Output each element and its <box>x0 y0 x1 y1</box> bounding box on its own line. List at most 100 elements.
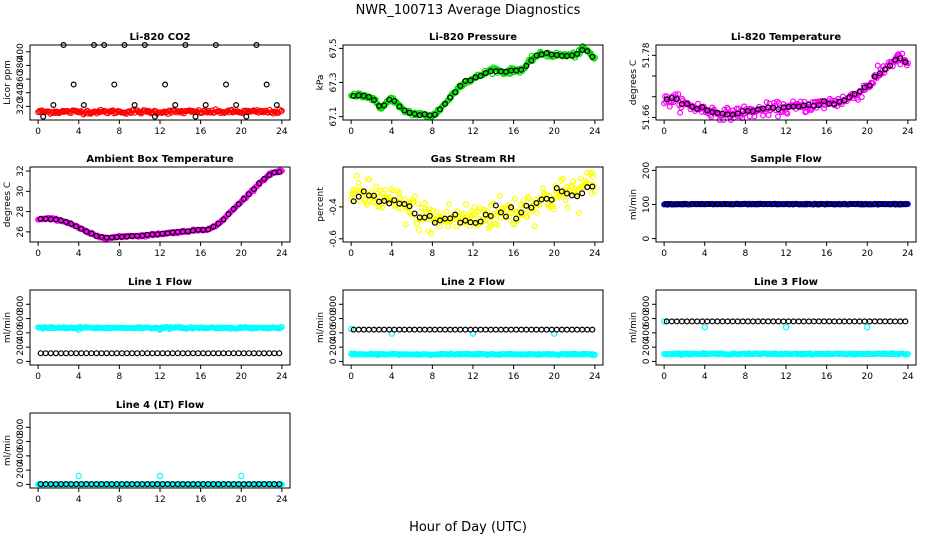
x-tick-label: 4 <box>702 249 708 259</box>
avg-point <box>145 351 150 356</box>
avg-point <box>695 319 700 324</box>
avg-point <box>48 351 53 356</box>
bg-point <box>776 114 781 119</box>
avg-point <box>669 319 674 324</box>
avg-point <box>679 319 684 324</box>
bg-point <box>859 95 864 100</box>
panel-3: Ambient Box Temperature0 4 8 12 16 20 24262830… <box>3 154 290 259</box>
bg-point <box>403 222 408 227</box>
y-tick-label: 0 <box>329 358 339 364</box>
bg-outlier <box>702 325 707 330</box>
avg-point <box>781 319 786 324</box>
bg-point <box>766 113 771 118</box>
avg-point <box>827 319 832 324</box>
avg-point <box>458 327 463 332</box>
x-tick-label: 0 <box>348 249 354 259</box>
avg-point <box>519 327 524 332</box>
y-tick-label: 51.66 <box>642 104 652 130</box>
x-tick-label: 0 <box>661 249 667 259</box>
avg-point <box>236 351 241 356</box>
avg-point <box>51 103 56 108</box>
panel-7: Line 2 Flow0 4 8 12 16 20 240200400600800ml/mi… <box>316 277 603 382</box>
x-tick-label: 8 <box>117 249 123 259</box>
avg-point <box>857 319 862 324</box>
y-tick-label: 0 <box>642 235 652 241</box>
x-tick-label: 12 <box>154 249 165 259</box>
avg-point <box>193 114 198 119</box>
y-axis-label: degrees C <box>3 182 13 227</box>
x-tick-label: 0 <box>661 372 667 382</box>
avg-point <box>231 351 236 356</box>
x-tick-label: 20 <box>862 249 874 259</box>
panel-4: Gas Stream RH0 4 8 12 16 20 24-0.6-0.4percent <box>316 154 603 259</box>
avg-point <box>817 319 822 324</box>
avg-point <box>514 327 519 332</box>
bg-point <box>416 201 421 206</box>
y-axis-label: ml/min <box>3 435 13 466</box>
x-tick-label: 0 <box>35 372 41 382</box>
avg-point <box>89 351 94 356</box>
avg-point <box>377 327 382 332</box>
x-tick-label: 8 <box>430 127 436 137</box>
y-axis-label: Licor ppm <box>3 60 13 105</box>
avg-point <box>59 351 64 356</box>
bg-point <box>437 224 442 229</box>
avg-point <box>685 319 690 324</box>
bg-point <box>565 205 570 210</box>
x-tick-label: 8 <box>743 372 749 382</box>
x-tick-label: 12 <box>780 249 791 259</box>
avg-point <box>539 327 544 332</box>
avg-point <box>878 319 883 324</box>
avg-point <box>140 351 145 356</box>
avg-point <box>201 351 206 356</box>
bg-point <box>413 194 418 199</box>
x-tick-label: 12 <box>467 127 478 137</box>
avg-point <box>700 319 705 324</box>
panel-title: Line 3 Flow <box>754 277 818 288</box>
avg-point <box>832 319 837 324</box>
x-tick-label: 8 <box>117 372 123 382</box>
panel-title: Li-820 CO2 <box>129 32 190 43</box>
x-tick-label: 4 <box>76 127 82 137</box>
bg-point <box>447 202 452 207</box>
avg-point <box>43 351 48 356</box>
avg-point <box>114 351 119 356</box>
x-tick-label: 4 <box>389 249 395 259</box>
avg-point <box>132 103 137 108</box>
panel-title: Gas Stream RH <box>431 154 516 165</box>
avg-point <box>493 327 498 332</box>
panel-1: Li-820 Pressure0 4 8 12 16 20 2467.167.367.5kP… <box>316 32 603 137</box>
avg-point <box>534 327 539 332</box>
x-tick-label: 0 <box>661 127 667 137</box>
x-tick-label: 4 <box>76 495 82 505</box>
x-tick-label: 24 <box>276 495 288 505</box>
avg-point <box>786 319 791 324</box>
avg-point <box>888 319 893 324</box>
x-tick-label: 8 <box>117 495 123 505</box>
avg-point <box>509 327 514 332</box>
x-tick-label: 20 <box>236 495 248 505</box>
bg-point <box>374 184 379 189</box>
x-tick-label: 4 <box>702 372 708 382</box>
x-tick-label: 12 <box>154 495 165 505</box>
avg-point <box>524 327 529 332</box>
panel-title: Line 4 (LT) Flow <box>116 400 204 411</box>
avg-point <box>872 319 877 324</box>
avg-point <box>104 351 109 356</box>
y-axis-label: ml/min <box>316 312 326 343</box>
panel-title: Line 1 Flow <box>128 277 192 288</box>
avg-point <box>165 351 170 356</box>
panel-title: Li-820 Temperature <box>731 32 841 43</box>
avg-point <box>262 351 267 356</box>
avg-point <box>468 327 473 332</box>
panels: Li-820 CO20 4 8 12 16 20 24320340360380400Lico… <box>3 32 916 505</box>
avg-point <box>64 351 69 356</box>
avg-point <box>397 327 402 332</box>
x-tick-label: 20 <box>549 372 561 382</box>
avg-point <box>796 319 801 324</box>
avg-point <box>120 351 125 356</box>
avg-point <box>53 351 58 356</box>
y-tick-label: 800 <box>642 295 652 312</box>
x-tick-label: 16 <box>821 372 833 382</box>
avg-point <box>264 82 269 87</box>
